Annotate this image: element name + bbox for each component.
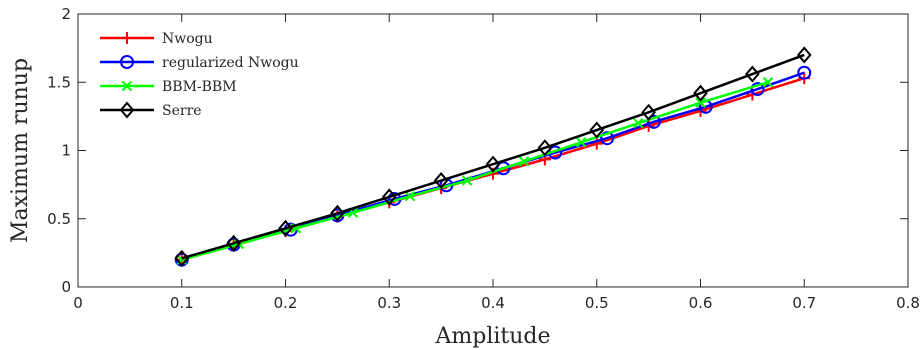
x-tick-label: 0.5 — [585, 294, 609, 312]
series-bbm-bbm — [176, 77, 774, 265]
legend-entry: Serre — [100, 101, 202, 119]
data-point — [633, 117, 644, 129]
data-point — [693, 84, 708, 102]
data-point — [518, 156, 530, 167]
y-tick-label: 0.5 — [47, 210, 71, 228]
data-point — [646, 114, 661, 129]
legend-entry: BBM-BBM — [100, 79, 237, 95]
data-point — [796, 46, 812, 64]
data-point — [750, 82, 765, 97]
data-point — [762, 77, 774, 88]
data-point — [590, 137, 603, 150]
legend-marker — [119, 101, 135, 119]
data-point — [797, 65, 812, 80]
x-tick-label: 0.8 — [896, 294, 920, 312]
data-point — [433, 171, 449, 190]
x-tick-label: 0.4 — [481, 294, 505, 312]
x-tick-label: 0.7 — [792, 294, 816, 312]
series-serre — [174, 46, 812, 267]
data-point — [330, 204, 345, 222]
legend-marker — [121, 80, 133, 92]
x-tick-label: 0.6 — [689, 294, 713, 312]
legend-marker — [120, 55, 134, 69]
data-point — [745, 65, 760, 83]
legend: Nwogu regularized Nwogu BBM-BBM Serre — [100, 31, 299, 119]
legend-entry: regularized Nwogu — [100, 55, 299, 71]
data-point — [537, 139, 553, 157]
data-point — [641, 103, 656, 121]
legend-label: Serre — [162, 103, 202, 119]
plot-area — [77, 13, 909, 288]
y-tick-label: 1 — [61, 142, 71, 160]
legend-label: Nwogu — [162, 31, 213, 47]
y-tick-label: 0 — [61, 278, 71, 296]
axis-ticks: 0 0.1 0.2 0.3 0.4 0.5 0.6 0.7 0.8 0 0.5 1 1.5 2 — [47, 5, 920, 312]
legend-label: BBM-BBM — [162, 79, 237, 95]
data-point — [695, 97, 706, 108]
y-axis-label: Maximum runup — [8, 58, 33, 243]
series-line — [181, 53, 805, 260]
data-point — [278, 219, 293, 237]
legend-marker — [121, 32, 133, 44]
series-nwogu — [175, 72, 811, 266]
legend-label: regularized Nwogu — [162, 55, 299, 71]
x-tick-label: 0.1 — [170, 294, 194, 312]
y-tick-label: 1.5 — [47, 73, 71, 91]
x-axis-label: Amplitude — [434, 324, 550, 349]
x-tick-label: 0 — [73, 294, 83, 312]
legend-entry: Nwogu — [100, 31, 213, 47]
data-point — [496, 161, 511, 176]
data-point — [461, 175, 473, 186]
data-point — [381, 188, 397, 206]
data-point — [174, 249, 190, 267]
data-point — [600, 131, 615, 146]
data-point — [589, 121, 605, 139]
data-point — [404, 191, 416, 202]
x-tick-label: 0.3 — [377, 294, 401, 312]
x-tick-label: 0.2 — [274, 294, 298, 312]
y-tick-label: 2 — [61, 5, 71, 23]
data-point — [226, 234, 241, 252]
data-point — [575, 137, 587, 148]
data-point — [485, 155, 501, 173]
